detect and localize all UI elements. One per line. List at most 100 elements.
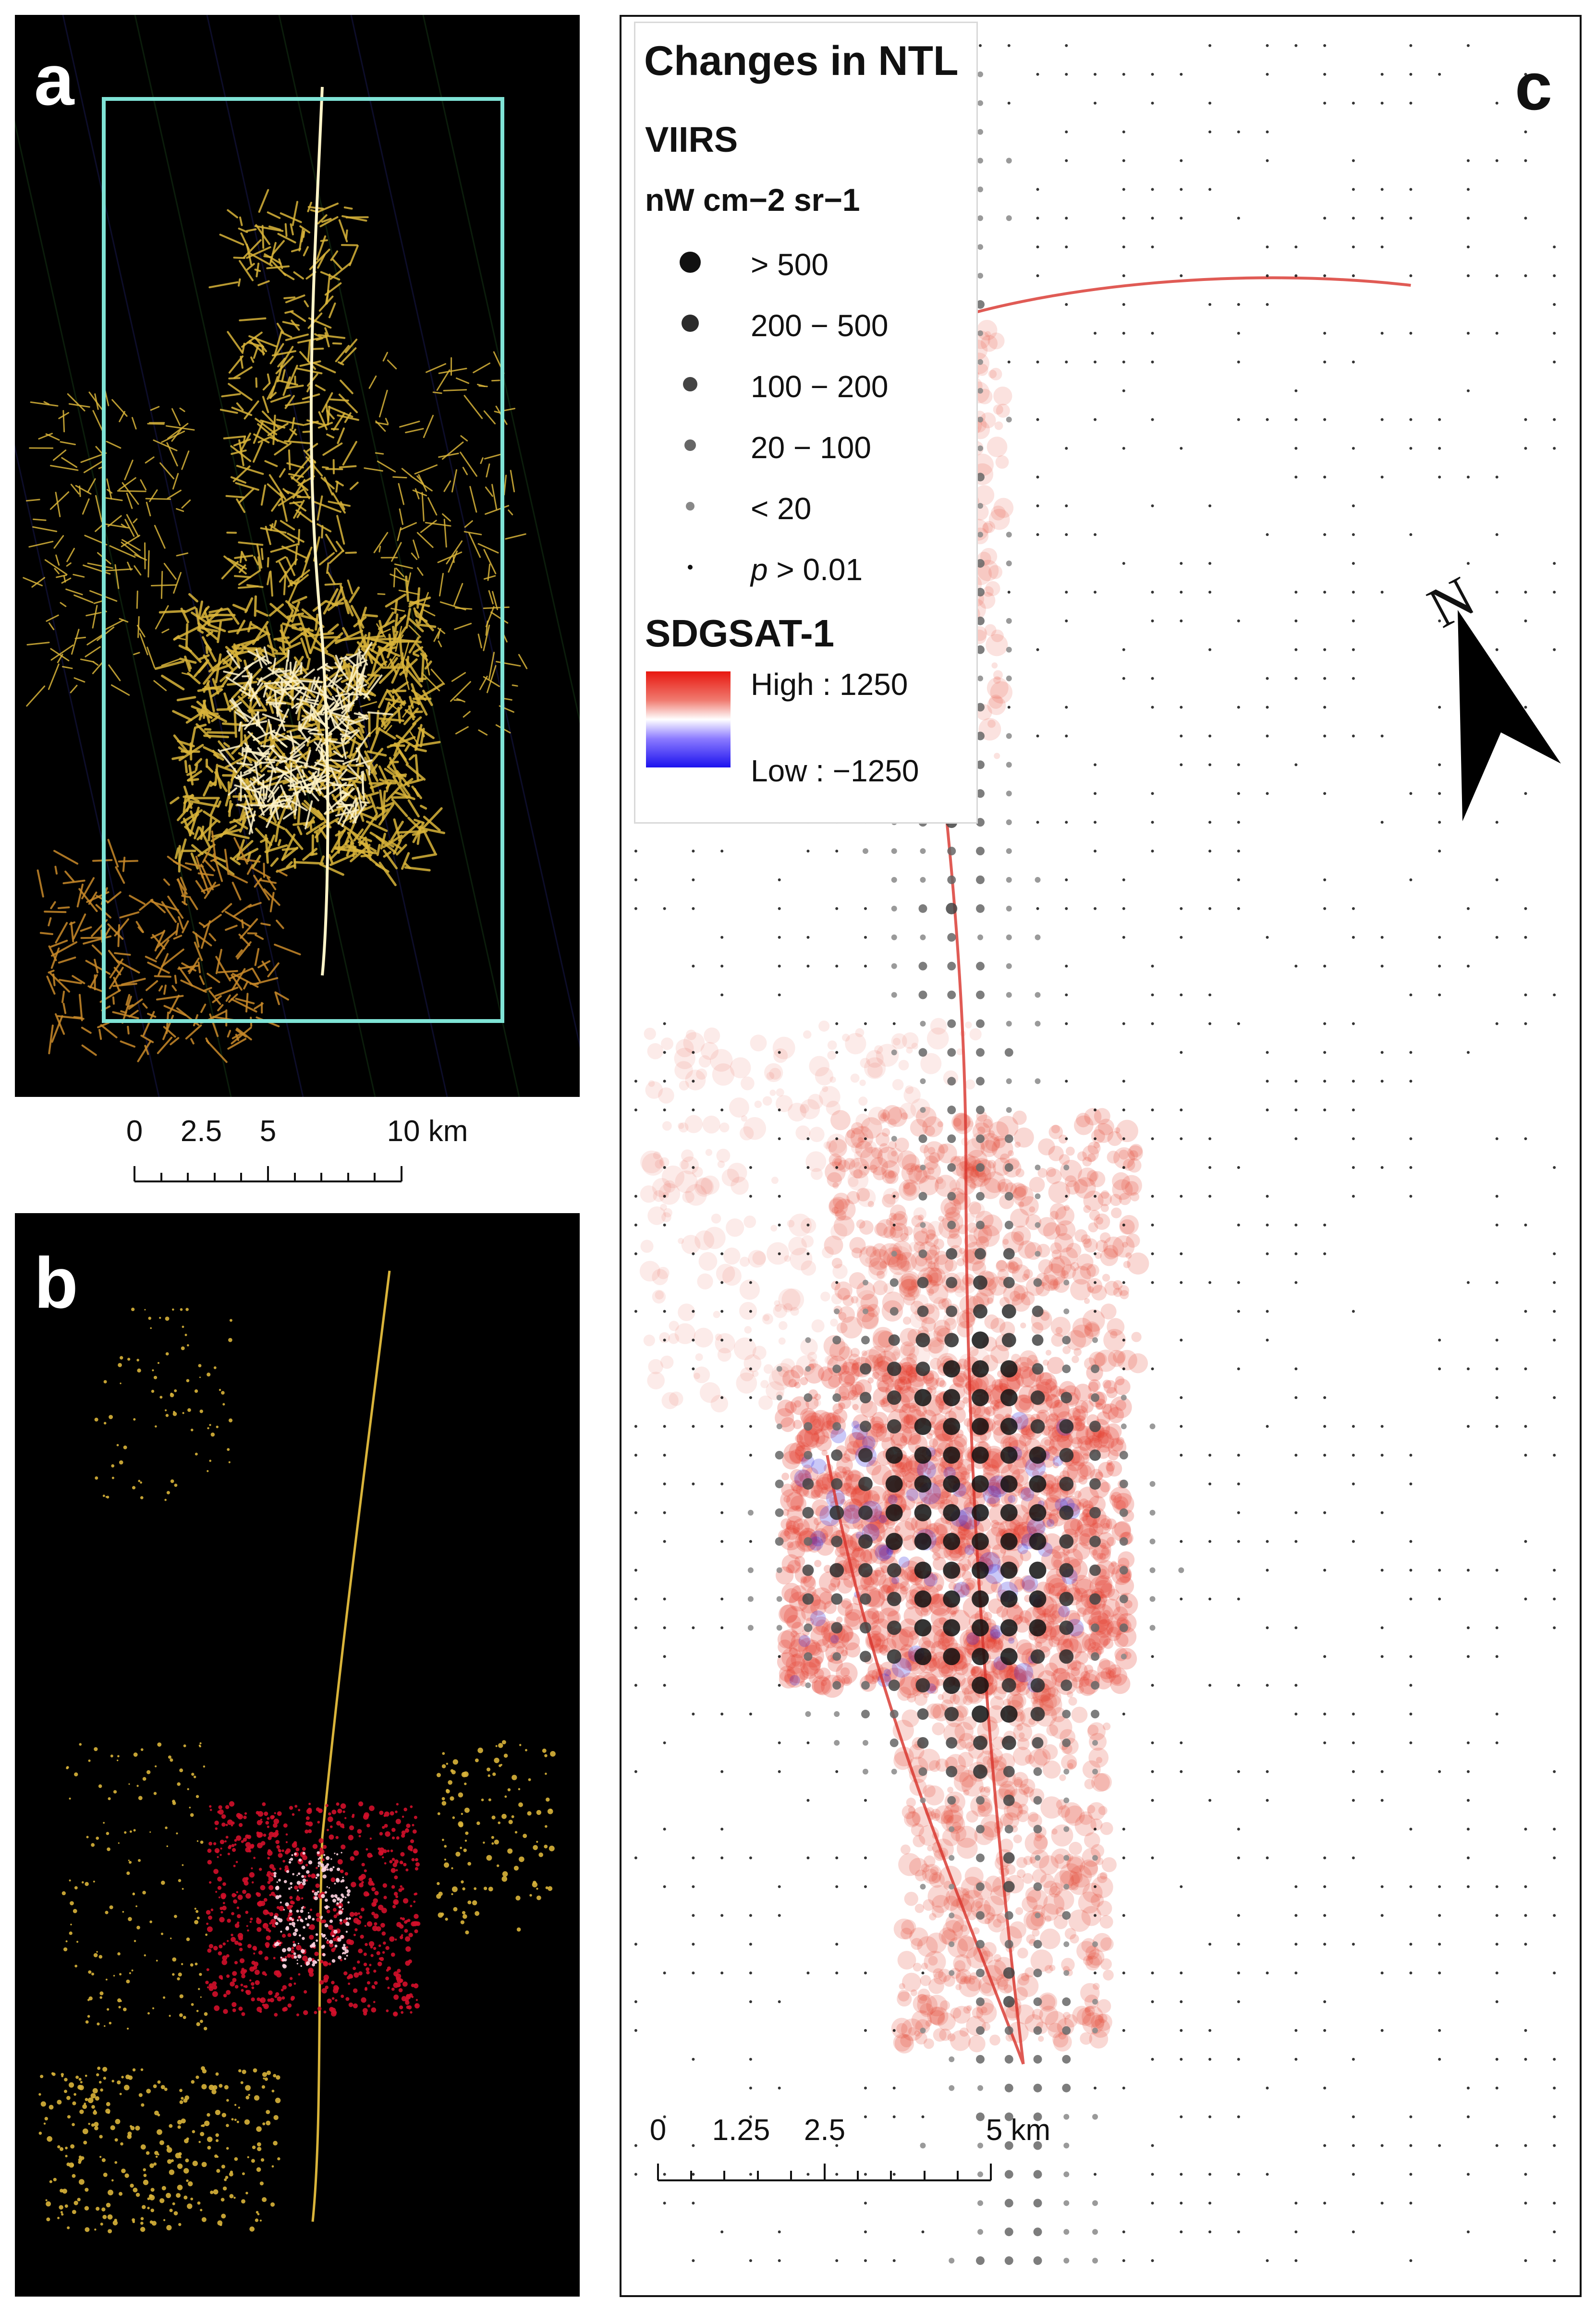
light-dot xyxy=(465,1930,469,1934)
light-dot xyxy=(96,1951,98,1953)
light-dot xyxy=(474,1887,477,1890)
change-patch xyxy=(1053,1462,1059,1469)
change-patch xyxy=(782,1450,801,1470)
light-dot xyxy=(415,1999,418,2001)
light-dot xyxy=(91,1972,95,1976)
light-dot xyxy=(231,1893,236,1897)
light-segment xyxy=(314,333,322,339)
light-segment xyxy=(319,863,344,876)
light-segment xyxy=(262,396,269,414)
change-patch xyxy=(816,1479,824,1487)
light-dot xyxy=(498,1743,503,1748)
change-patch xyxy=(873,1643,883,1654)
change-patch xyxy=(846,1441,860,1454)
light-dot xyxy=(344,1872,348,1876)
light-segment xyxy=(378,647,387,667)
light-dot xyxy=(103,2077,107,2080)
light-dot xyxy=(129,1830,132,1833)
light-dot xyxy=(289,1896,293,1899)
light-segment xyxy=(277,639,289,644)
light-segment xyxy=(57,906,70,909)
change-patch xyxy=(928,1493,945,1510)
light-dot xyxy=(170,1758,173,1762)
change-patch xyxy=(1057,1633,1079,1655)
light-segment xyxy=(307,727,317,733)
change-patch xyxy=(840,1667,850,1677)
light-dot xyxy=(80,2156,85,2160)
light-dot xyxy=(403,1807,407,1812)
light-segment xyxy=(266,265,290,269)
light-dot xyxy=(170,1392,173,1396)
light-dot xyxy=(348,1983,351,1985)
change-patch xyxy=(930,1413,947,1431)
light-segment xyxy=(272,240,285,255)
light-segment xyxy=(235,1029,247,1038)
light-segment xyxy=(235,997,255,1005)
light-segment xyxy=(262,382,271,391)
light-dot xyxy=(153,2162,157,2166)
light-segment xyxy=(260,837,268,843)
light-segment xyxy=(226,650,241,669)
light-dot xyxy=(360,1908,365,1912)
light-segment xyxy=(303,709,326,725)
change-patch xyxy=(953,1373,968,1388)
light-segment xyxy=(347,764,364,782)
light-dot xyxy=(328,1906,330,1908)
light-segment xyxy=(211,830,217,859)
light-segment xyxy=(171,427,183,442)
light-dot xyxy=(209,1423,211,1426)
change-patch xyxy=(875,1638,884,1647)
light-dot xyxy=(192,2130,195,2133)
light-dot xyxy=(236,1835,242,1841)
light-segment xyxy=(335,655,343,671)
light-segment xyxy=(443,480,451,492)
light-dot xyxy=(384,1862,387,1865)
light-dot xyxy=(133,1418,136,1421)
light-segment xyxy=(50,644,74,661)
light-segment xyxy=(87,478,96,493)
light-segment xyxy=(260,798,279,816)
light-dot xyxy=(204,2027,207,2031)
light-segment xyxy=(368,712,371,737)
light-dot xyxy=(300,1965,302,1967)
light-segment xyxy=(280,346,294,368)
light-dot xyxy=(109,1415,113,1419)
light-dot xyxy=(101,2207,106,2212)
change-patch xyxy=(784,1525,799,1540)
light-segment xyxy=(237,792,241,801)
change-patch xyxy=(815,1656,823,1664)
light-dot xyxy=(353,1912,358,1916)
light-dot xyxy=(60,2147,64,2151)
light-dot xyxy=(239,1958,245,1963)
light-segment xyxy=(192,931,212,947)
light-segment xyxy=(275,992,289,1001)
light-dot xyxy=(301,1907,304,1910)
light-dot xyxy=(45,2199,48,2202)
light-segment xyxy=(329,752,337,757)
light-segment xyxy=(73,677,85,683)
light-segment xyxy=(291,759,311,782)
light-segment xyxy=(43,401,50,405)
light-segment xyxy=(112,983,137,987)
light-dot xyxy=(245,1842,251,1848)
change-patch xyxy=(1110,1492,1122,1503)
change-patch xyxy=(876,1535,883,1542)
light-segment xyxy=(367,748,384,767)
light-segment xyxy=(342,757,359,765)
light-dot xyxy=(206,1968,209,1971)
light-segment xyxy=(92,605,98,629)
light-segment xyxy=(229,967,253,980)
light-segment xyxy=(456,698,465,703)
light-dot xyxy=(106,1832,110,1835)
change-patch xyxy=(1036,1641,1042,1648)
light-dot xyxy=(231,1912,234,1915)
light-segment xyxy=(299,723,302,732)
scale-ab-tick-3: 10 km xyxy=(387,1115,468,1148)
light-dot xyxy=(144,1309,146,1311)
light-segment xyxy=(232,795,253,798)
light-dot xyxy=(382,1856,384,1859)
change-patch xyxy=(1044,1662,1059,1677)
light-dot xyxy=(78,2078,82,2081)
light-segment xyxy=(227,692,250,710)
light-dot xyxy=(235,1861,238,1863)
